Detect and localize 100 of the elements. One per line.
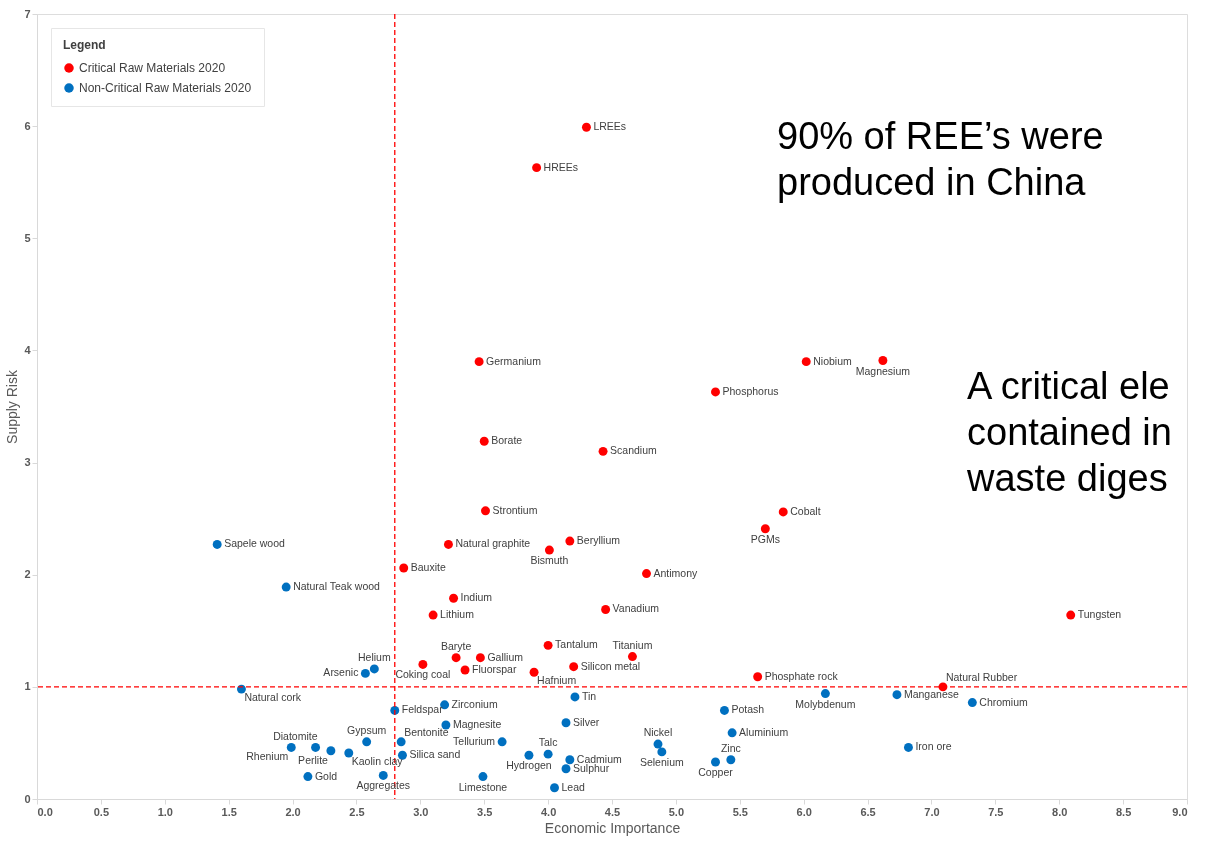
annotation: A critical ele contained in waste diges (966, 365, 1172, 499)
data-label: Arsenic (323, 666, 359, 679)
point (753, 672, 763, 682)
x-tick-label: 5.0 (668, 805, 685, 818)
point (1066, 610, 1076, 620)
point (543, 640, 553, 650)
point (481, 506, 490, 516)
point (326, 746, 336, 756)
data-label: Bentonite (404, 725, 449, 738)
data-label: Vanadium (612, 602, 660, 615)
x-tick-label: 6.0 (796, 805, 812, 818)
x-tick-label: 3.0 (413, 805, 429, 818)
point (311, 742, 321, 752)
data-label: Borate (491, 434, 523, 447)
point (451, 653, 461, 663)
point (543, 749, 553, 759)
data-label: Lithium (440, 608, 475, 621)
data-label: Zinc (720, 741, 741, 754)
data-label: Tantalum (555, 638, 598, 651)
point (286, 742, 296, 752)
data-label: Gypsum (347, 723, 387, 736)
x-tick-label: 1.0 (157, 805, 173, 818)
point (561, 718, 571, 728)
point (369, 664, 379, 674)
x-axis-title: Economic Importance (544, 819, 681, 836)
data-label: Hafnium (537, 674, 577, 687)
data-label: Talc (538, 736, 558, 749)
point (778, 507, 788, 517)
point (360, 668, 370, 678)
point (569, 662, 579, 672)
point (303, 772, 313, 782)
point (474, 357, 484, 367)
point (478, 772, 488, 782)
x-tick-label: 5.5 (732, 805, 748, 818)
data-label: Tungsten (1077, 608, 1122, 621)
point (967, 698, 977, 708)
data-label: Cobalt (790, 504, 821, 517)
data-label: Strontium (492, 503, 538, 516)
point (212, 539, 222, 549)
data-label: Limestone (458, 780, 508, 793)
point (428, 610, 438, 620)
point (581, 122, 591, 132)
x-tick-label: 3.5 (477, 805, 493, 818)
data-label: Tellurium (453, 734, 496, 747)
data-label: Diatomite (273, 730, 318, 743)
data-label: Potash (731, 703, 765, 716)
x-tick-label: 9.0 (1172, 805, 1188, 818)
data-label: Molybdenum (795, 697, 856, 710)
x-tick-label: 7.0 (924, 805, 940, 818)
annotation: 90% of REE’s were produced in China (777, 115, 1104, 203)
y-tick-label: 3 (24, 456, 31, 469)
x-tick-label: 2.5 (349, 805, 365, 818)
data-label: Gallium (487, 650, 524, 663)
x-tick-label: 1.5 (221, 805, 237, 818)
point (878, 356, 888, 365)
y-tick-label: 2 (24, 568, 31, 581)
data-label: Perlite (298, 753, 329, 766)
point (711, 387, 720, 397)
point (801, 357, 811, 367)
data-label: Natural Teak wood (293, 580, 381, 593)
point (726, 755, 736, 765)
point (497, 737, 507, 747)
data-label: Natural cork (244, 691, 302, 704)
data-label: Chromium (979, 695, 1029, 708)
data-label: Antimony (653, 566, 699, 579)
data-label: Copper (698, 765, 734, 778)
data-label: Germanium (486, 354, 542, 367)
data-label: Bismuth (530, 554, 569, 567)
point (653, 739, 663, 749)
x-tick-label: 0.5 (93, 805, 110, 818)
x-tick-label: 8.5 (1115, 805, 1132, 818)
point (544, 545, 554, 555)
data-label: Zirconium (451, 697, 498, 710)
point (362, 737, 372, 747)
point (479, 436, 489, 446)
point (719, 705, 729, 715)
data-label: Natural Rubber (945, 670, 1018, 683)
data-label: Iron ore (915, 740, 952, 753)
point (449, 593, 459, 603)
data-label: Magnesite (452, 717, 502, 730)
data-label: Indium (460, 591, 493, 604)
point (418, 659, 428, 669)
data-label: Scandium (610, 444, 657, 457)
point (642, 569, 651, 579)
point (727, 728, 737, 738)
data-label: Phosphorus (722, 384, 779, 397)
data-label: Sapele wood (224, 537, 286, 550)
point (532, 163, 542, 173)
data-label: Bauxite (410, 560, 446, 573)
point (399, 563, 409, 573)
data-label: PGMs (750, 532, 780, 545)
data-label: Hydrogen (506, 759, 552, 772)
point (657, 747, 667, 757)
point (598, 446, 608, 456)
data-label: Titanium (612, 638, 653, 651)
point (524, 750, 534, 760)
data-label: Beryllium (576, 534, 621, 547)
x-tick-label: 8.0 (1052, 805, 1068, 818)
point (892, 690, 902, 700)
point (570, 692, 580, 702)
